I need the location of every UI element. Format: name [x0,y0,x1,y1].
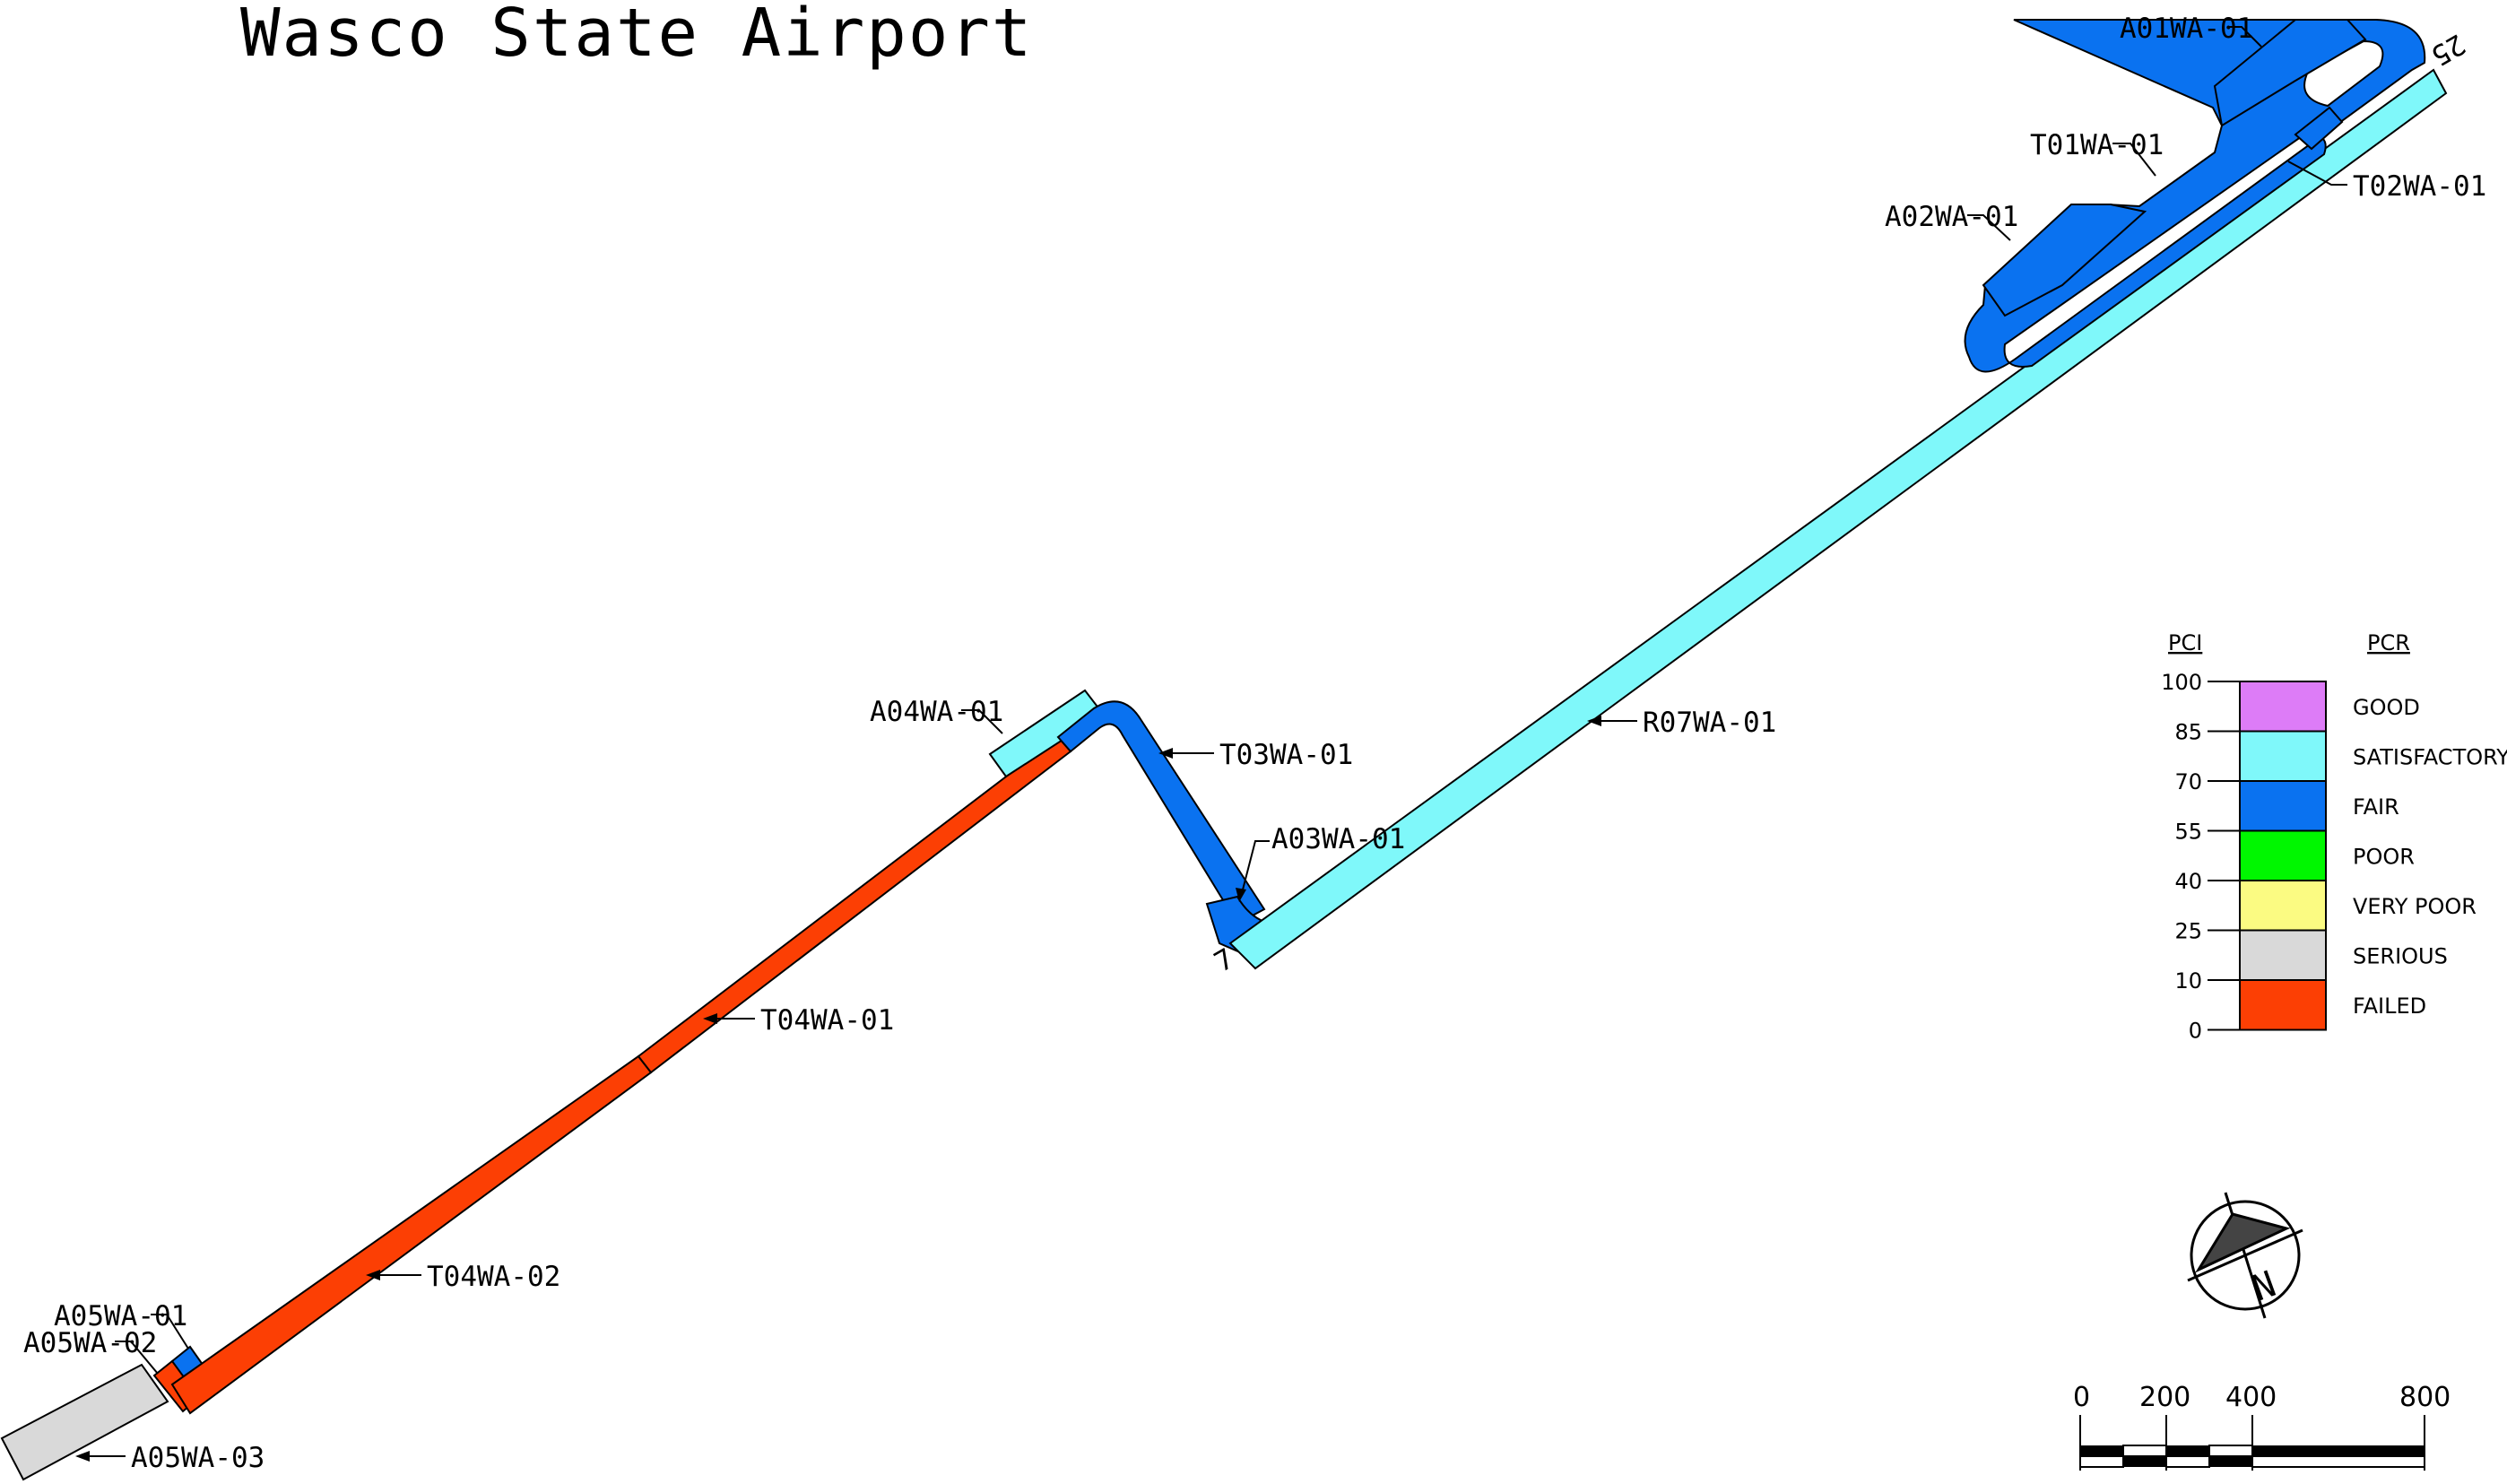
arrow-T03WA-01 [1158,748,1173,759]
label-A03WA-01[interactable]: A03WA-01 [1271,823,1405,855]
legend-label-poor: POOR [2353,844,2415,869]
label-A04WA-01[interactable]: A04WA-01 [870,696,1003,728]
legend-pci-header: PCI [2168,630,2202,655]
legend-labels: GOOD SATISFACTORY FAIR POOR VERY POOR SERIOUS… [2353,695,2507,1019]
scale-seg [2080,1445,2123,1456]
label-T04WA-02[interactable]: T04WA-02 [427,1261,560,1293]
arrow-T04WA-02 [366,1270,380,1280]
map-title: Wasco State Airport [240,0,1033,72]
leader-A05WA-02 [115,1341,159,1375]
label-T04WA-01[interactable]: T04WA-01 [760,1004,894,1037]
scale-seg [2166,1445,2209,1456]
legend-swatch-failed [2239,979,2327,1031]
label-T03WA-01[interactable]: T03WA-01 [1219,739,1353,771]
pavement-sections [0,19,2448,1481]
section-A01WA-01[interactable] [2213,19,2367,127]
legend-label-fair: FAIR [2353,794,2399,820]
scale-seg [2123,1456,2166,1467]
legend-tick-label: 85 [2174,720,2202,745]
scale-label-800: 800 [2399,1382,2451,1413]
legend-tick-label: 40 [2174,869,2202,894]
label-A05WA-02[interactable]: A05WA-02 [23,1327,157,1359]
legend-label-failed: FAILED [2353,994,2426,1019]
runway-end-25-label: 25 [2425,27,2470,72]
label-A05WA-03[interactable]: A05WA-03 [131,1442,265,1474]
arrow-T04WA-01 [703,1013,717,1024]
scale-seg [2208,1445,2253,1457]
legend-label-very-poor: VERY POOR [2353,894,2477,919]
arrow-A03WA-01 [1236,888,1246,902]
scale-label-400: 400 [2225,1382,2277,1413]
section-A05WA-03[interactable] [0,1363,169,1481]
leader-A04WA-01 [961,709,1003,734]
scale-seg [2209,1456,2252,1467]
label-A02WA-01[interactable]: A02WA-01 [1885,201,2018,233]
legend-tick-label: 0 [2189,1019,2202,1044]
scale-seg [2252,1445,2425,1456]
legend-tick-label: 10 [2174,968,2202,994]
label-T02WA-01[interactable]: T02WA-01 [2353,170,2486,203]
north-arrow: N [2187,1192,2303,1319]
legend-tick-label: 70 [2174,769,2202,794]
section-A02WA-01[interactable] [1982,204,2147,317]
leader-A01WA-01 [2227,26,2262,48]
scale-label-200: 200 [2139,1382,2190,1413]
scale-label-0: 0 [2073,1382,2090,1413]
scale-seg [2165,1455,2210,1468]
legend-swatches [2239,681,2327,1031]
scale-seg [2122,1445,2167,1457]
label-R07WA-01[interactable]: R07WA-01 [1643,707,1776,739]
leader-A03WA-01 [1240,840,1270,898]
section-T02WA-01[interactable] [2294,106,2344,151]
scale-bar: 0 200 400 800 [2073,1382,2451,1471]
label-A05WA-01[interactable]: A05WA-01 [54,1300,187,1332]
arrow-A05WA-03 [75,1451,90,1462]
label-A01WA-01[interactable]: A01WA-01 [2120,13,2253,45]
section-labels: A01WA-01 T01WA-01 T02WA-01 A02WA-01 R07W… [23,13,2486,1474]
scale-seg [2251,1455,2425,1468]
leader-A02WA-01 [1967,214,2011,241]
leader-A05WA-01 [151,1314,189,1349]
legend-label-good: GOOD [2353,695,2420,720]
leader-T02WA-01 [2287,161,2347,186]
section-T03WA-01[interactable] [1056,700,1266,925]
north-arrow-pointer [2195,1212,2291,1273]
arrow-R07WA-01 [1587,716,1601,726]
legend-swatch-good [2239,681,2327,733]
legend-label-satisfactory: SATISFACTORY [2353,744,2507,769]
section-T04WA-02[interactable] [170,1054,653,1415]
scale-seg [2079,1455,2124,1468]
leader-T01WA-01 [2112,143,2156,177]
legend-swatch-very-poor [2239,880,2327,932]
legend-swatch-serious [2239,929,2327,981]
label-T01WA-01[interactable]: T01WA-01 [2030,129,2164,161]
legend-swatch-poor [2239,829,2327,881]
legend-swatch-satisfactory [2239,730,2327,782]
legend-label-serious: SERIOUS [2353,943,2448,968]
legend-tick-label: 100 [2161,670,2202,695]
legend-tick-label: 55 [2174,820,2202,845]
legend-pcr-header: PCR [2367,630,2410,655]
legend-tick-label: 25 [2174,919,2202,944]
legend-swatch-fair [2239,780,2327,832]
